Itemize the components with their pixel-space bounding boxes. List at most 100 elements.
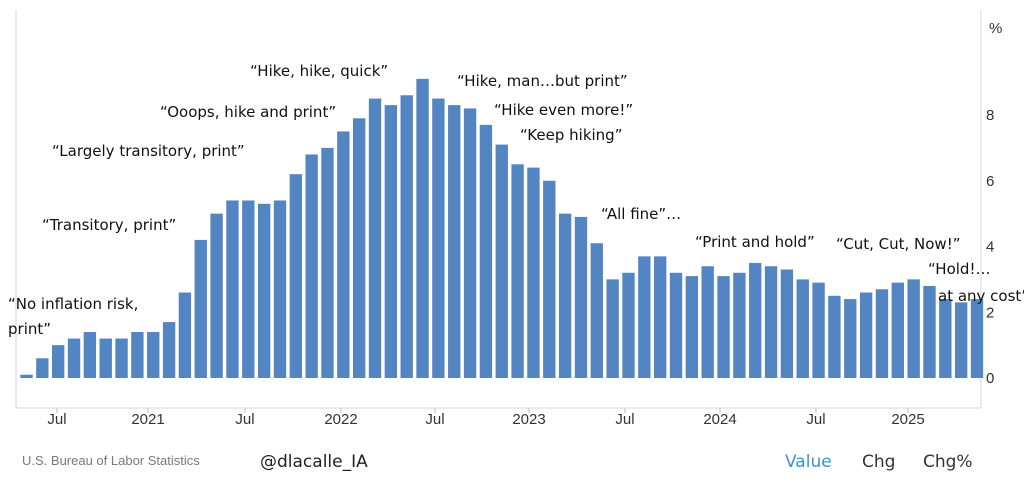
bar xyxy=(162,322,176,378)
bar xyxy=(178,292,192,378)
bar xyxy=(479,124,493,378)
bar xyxy=(859,292,873,378)
bar xyxy=(36,358,49,378)
tab-value[interactable]: Value xyxy=(785,452,832,472)
bar xyxy=(305,154,318,378)
bar xyxy=(970,299,984,378)
y-tick-label: 8 xyxy=(986,107,994,124)
bar xyxy=(543,180,556,378)
bar xyxy=(289,174,302,378)
bar xyxy=(749,262,762,378)
bar xyxy=(717,276,730,378)
annotation-label: “Keep hiking” xyxy=(520,126,622,144)
bar xyxy=(828,295,841,378)
annotation-label: at any cost” xyxy=(938,287,1024,305)
bar xyxy=(337,131,350,378)
bar xyxy=(83,331,97,378)
bar xyxy=(511,164,524,378)
bar xyxy=(574,216,588,378)
x-tick-label: Jul xyxy=(425,411,444,428)
x-tick-label: Jul xyxy=(806,411,825,428)
annotation-label: “Largely transitory, print” xyxy=(52,142,245,160)
bar xyxy=(844,299,857,378)
bar xyxy=(733,272,746,378)
bar xyxy=(622,272,635,378)
bar xyxy=(321,147,334,379)
bar xyxy=(685,276,699,378)
x-tick-label: 2022 xyxy=(324,411,357,428)
bar xyxy=(939,299,952,378)
bar xyxy=(416,78,429,378)
bar xyxy=(448,105,461,378)
annotation-label: “Hike, man…but print” xyxy=(457,72,628,90)
bar xyxy=(923,285,936,378)
bar xyxy=(242,200,255,378)
annotation-label: “All fine”… xyxy=(601,205,681,223)
bar xyxy=(780,269,794,378)
annotation-label: print” xyxy=(8,320,51,338)
bar xyxy=(147,331,160,378)
bar xyxy=(115,338,128,378)
x-tick-label: 2024 xyxy=(703,411,736,428)
x-tick-label: 2021 xyxy=(131,411,164,428)
cpi-bar-chart: 0 2 4 6 8 Jul 2021 Jul 2022 Jul 2023 Jul 2024 Jul 202… xyxy=(8,10,1024,428)
y-tick-label: 4 xyxy=(986,239,994,256)
bar xyxy=(273,200,287,378)
annotation-label: “Print and hold” xyxy=(695,233,815,251)
bar xyxy=(257,203,271,378)
bar xyxy=(99,338,112,378)
x-tick-label: Jul xyxy=(47,411,66,428)
annotation-label: “Cut, Cut, Now!” xyxy=(836,235,960,253)
x-axis-ticks: Jul 2021 Jul 2022 Jul 2023 Jul 2024 Jul 2025 xyxy=(47,408,925,428)
bar xyxy=(558,213,572,379)
bar xyxy=(52,345,65,379)
annotation-label: “No inflation risk, xyxy=(8,295,138,313)
x-tick-label: Jul xyxy=(615,411,634,428)
annotation-label: “Ooops, hike and print” xyxy=(160,103,336,121)
bar xyxy=(194,239,207,378)
bars-group xyxy=(20,78,984,379)
bar xyxy=(463,108,477,379)
annotation-label: “Hold!… xyxy=(928,260,990,278)
bar xyxy=(131,331,144,378)
x-tick-label: 2023 xyxy=(512,411,545,428)
bar xyxy=(653,256,667,378)
y-tick-label: 0 xyxy=(986,370,994,387)
annotation-label: “Transitory, print” xyxy=(42,216,176,234)
bar xyxy=(495,144,508,378)
bar xyxy=(432,98,445,378)
annotations-group: “No inflation risk, print” “Transitory, pr… xyxy=(8,62,1024,338)
bar xyxy=(20,374,33,378)
bar xyxy=(67,338,81,378)
bar xyxy=(701,266,714,378)
source-label: U.S. Bureau of Labor Statistics xyxy=(22,453,200,468)
author-handle: @dlacalle_IA xyxy=(260,452,368,472)
bar xyxy=(527,167,540,378)
x-tick-label: Jul xyxy=(235,411,254,428)
bar xyxy=(384,105,398,378)
bar xyxy=(669,272,683,378)
y-tick-label: 6 xyxy=(986,173,994,190)
bar xyxy=(638,256,651,378)
bar xyxy=(954,302,968,378)
bar xyxy=(368,98,382,378)
bar xyxy=(210,213,223,379)
bar xyxy=(796,279,809,379)
bar xyxy=(606,279,619,379)
x-tick-label: 2025 xyxy=(891,411,924,428)
annotation-label: “Hike, hike, quick” xyxy=(250,62,388,80)
bar xyxy=(875,289,889,378)
y-axis-ticks: 0 2 4 6 8 xyxy=(986,107,994,387)
tab-chg[interactable]: Chg xyxy=(862,452,896,472)
bar xyxy=(891,282,904,378)
bar xyxy=(226,200,239,378)
tab-chg-percent[interactable]: Chg% xyxy=(923,452,973,472)
bar xyxy=(400,95,413,378)
bar xyxy=(353,118,366,378)
y-tick-label: 2 xyxy=(986,304,994,321)
annotation-label: “Hike even more!” xyxy=(494,101,633,119)
bar xyxy=(590,243,603,378)
y-unit-label: % xyxy=(989,20,1002,37)
bar xyxy=(907,279,920,379)
bar xyxy=(812,282,825,378)
